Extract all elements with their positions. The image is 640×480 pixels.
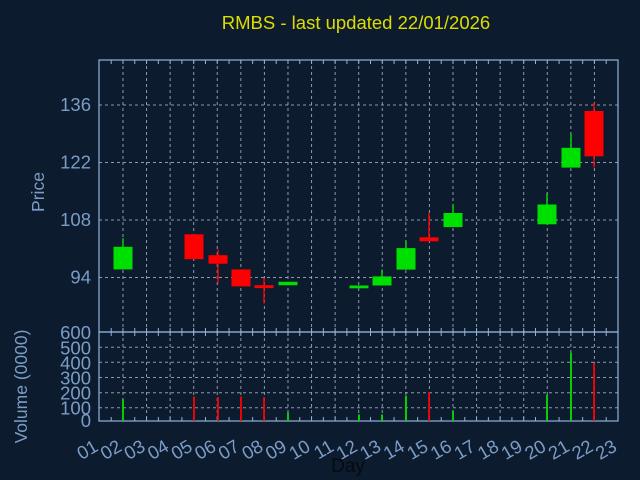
svg-text:Volume (0000): Volume (0000) bbox=[11, 330, 31, 444]
svg-text:122: 122 bbox=[60, 152, 91, 173]
svg-text:136: 136 bbox=[60, 94, 91, 115]
svg-text:RMBS - last updated 22/01/2026: RMBS - last updated 22/01/2026 bbox=[222, 12, 490, 33]
svg-text:108: 108 bbox=[60, 209, 91, 230]
svg-text:Price: Price bbox=[28, 172, 48, 212]
svg-text:94: 94 bbox=[70, 267, 91, 288]
svg-text:0: 0 bbox=[81, 410, 91, 431]
